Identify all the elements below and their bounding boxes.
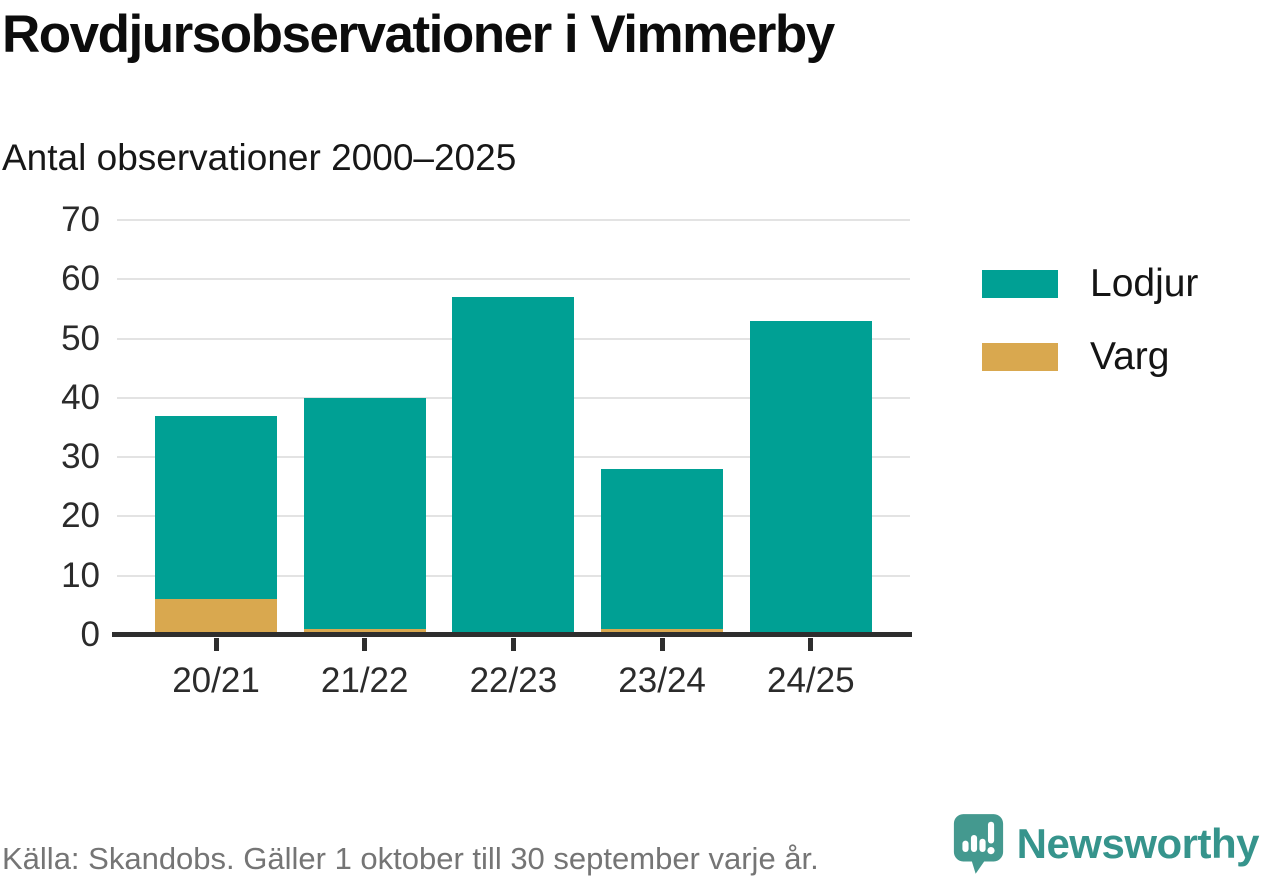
y-axis-labels: 0 10 20 30 40 50 60 70 (0, 200, 100, 654)
bar-21/22[interactable] (303, 220, 426, 635)
gridline-60 (117, 278, 910, 281)
y-tick-label-40: 40 (61, 377, 100, 417)
legend-swatch-lodjur (982, 270, 1058, 298)
x-tick-label-20/21: 20/21 (172, 661, 260, 700)
y-tick-label-60: 60 (61, 259, 100, 299)
newsworthy-logo[interactable]: Newsworthy (952, 812, 1260, 875)
legend-item-lodjur[interactable]: Lodjur (982, 262, 1198, 306)
y-tick-label-10: 10 (61, 555, 100, 595)
newsworthy-wordmark: Newsworthy (1016, 819, 1260, 867)
chart-title: Rovdjursobservationer i Vimmerby (2, 5, 835, 64)
x-tick-23/24 (659, 638, 665, 651)
x-tick-label-23/24: 23/24 (618, 661, 706, 700)
x-tick-21/22 (362, 638, 368, 651)
bar-segment-lodjur-22/23[interactable] (452, 297, 575, 635)
y-tick-label-30: 30 (61, 437, 100, 477)
bar-24/25[interactable] (749, 220, 872, 635)
plot-area: 20/21 21/22 22/23 23/24 24/25 (112, 219, 912, 700)
gridline-70 (117, 219, 910, 221)
x-tick-24/25 (808, 638, 814, 651)
chart-subtitle: Antal observationer 2000–2025 (2, 137, 517, 178)
legend-label-lodjur: Lodjur (1090, 262, 1199, 305)
y-tick-label-0: 0 (80, 615, 100, 654)
bar-segment-lodjur-21/22[interactable] (303, 397, 426, 630)
bar-23/24[interactable] (601, 220, 724, 635)
x-tick-22/23 (510, 638, 516, 651)
legend: Lodjur Varg (982, 262, 1198, 408)
y-tick-label-50: 50 (61, 318, 100, 358)
bar-segment-lodjur-23/24[interactable] (601, 469, 724, 630)
bar-22/23[interactable] (452, 220, 575, 635)
y-tick-label-70: 70 (61, 200, 100, 239)
newsworthy-speech-bubble-bar-chart-icon (953, 814, 1003, 874)
x-tick-20/21 (213, 638, 219, 651)
legend-label-varg: Varg (1090, 335, 1170, 378)
x-axis-line (112, 632, 912, 637)
legend-swatch-varg (982, 343, 1058, 371)
legend-item-varg[interactable]: Varg (982, 335, 1198, 379)
bar-segment-lodjur-20/21[interactable] (155, 415, 277, 600)
x-tick-label-21/22: 21/22 (320, 661, 409, 700)
bar-20/21[interactable] (155, 220, 277, 635)
bar-segment-varg-20/21[interactable] (155, 599, 277, 635)
y-tick-label-20: 20 (61, 496, 100, 536)
x-tick-label-24/25: 24/25 (767, 661, 855, 700)
x-tick-label-22/23: 22/23 (469, 661, 558, 700)
source-note: Källa: Skandobs. Gäller 1 oktober till 3… (2, 841, 819, 876)
bar-segment-lodjur-24/25[interactable] (749, 320, 872, 635)
